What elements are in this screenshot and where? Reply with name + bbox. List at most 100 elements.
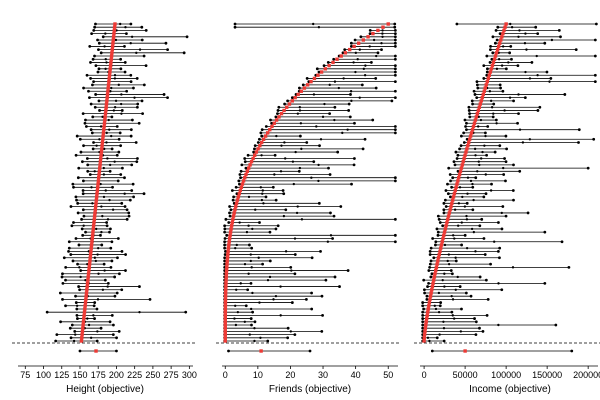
row-left-point	[464, 125, 467, 128]
row-right-point	[498, 144, 502, 148]
x-tick-label: 50	[383, 370, 393, 380]
row-mid-point	[104, 67, 107, 71]
summary-right-point	[570, 349, 574, 353]
row-marker	[110, 44, 115, 49]
row-marker	[85, 288, 89, 292]
row-right-point	[557, 29, 561, 32]
row-left-point	[456, 153, 460, 157]
row-right-point	[123, 45, 126, 48]
row-mid-point	[298, 106, 302, 109]
row-mid-point	[508, 96, 512, 99]
row-right-point	[110, 259, 114, 263]
row-marker	[93, 208, 98, 212]
row-left-point	[442, 211, 446, 215]
row-marker	[228, 230, 233, 234]
row-left-point	[462, 141, 466, 144]
row-mid-point	[333, 118, 336, 122]
row-right-point	[471, 185, 475, 189]
row-right-point	[492, 102, 496, 106]
row-left-point	[61, 272, 64, 276]
row-right-point	[393, 38, 397, 42]
row-marker	[251, 156, 255, 161]
row-right-point	[536, 32, 540, 36]
row-right-point	[129, 73, 133, 77]
row-marker	[232, 211, 236, 215]
row-marker	[441, 236, 445, 241]
row-mid-point	[106, 157, 109, 160]
row-right-point	[332, 214, 336, 218]
row-right-point	[249, 281, 253, 285]
row-marker	[366, 35, 370, 39]
row-right-point	[111, 185, 114, 189]
row-right-point	[131, 182, 135, 186]
row-marker	[335, 57, 339, 61]
row-marker	[467, 137, 472, 141]
row-mid-point	[96, 246, 100, 250]
row-marker	[96, 182, 100, 186]
row-mid-point	[300, 218, 304, 221]
row-marker	[94, 198, 99, 202]
row-left-point	[59, 320, 63, 324]
row-mid-point	[349, 90, 353, 93]
row-right-point	[504, 179, 507, 183]
row-mid-point	[233, 317, 236, 320]
row-right-point	[95, 339, 99, 343]
row-marker	[444, 224, 448, 228]
row-marker	[467, 140, 471, 145]
row-marker	[316, 73, 320, 77]
row-mid-point	[253, 339, 256, 343]
row-mid-point	[358, 96, 361, 99]
row-right-point	[510, 57, 513, 61]
row-left-point	[430, 272, 434, 276]
row-left-point	[436, 233, 440, 237]
x-tick-label: 250	[145, 370, 160, 380]
row-left-point	[90, 32, 94, 36]
row-mid-point	[381, 29, 384, 32]
row-left-point	[467, 109, 471, 112]
row-right-point	[166, 48, 169, 52]
row-left-point	[368, 32, 372, 36]
row-left-point	[72, 185, 75, 189]
row-right-point	[144, 64, 148, 68]
row-mid-point	[104, 189, 107, 192]
row-marker	[99, 150, 104, 154]
row-marker	[229, 224, 234, 228]
row-right-point	[593, 73, 597, 77]
row-right-point	[393, 233, 397, 237]
row-left-point	[54, 339, 58, 343]
row-mid-point	[253, 326, 256, 330]
row-left-point	[276, 112, 279, 116]
row-right-point	[110, 115, 114, 119]
row-left-point	[495, 38, 499, 42]
row-marker	[112, 28, 117, 33]
row-marker	[223, 320, 227, 324]
row-right-point	[329, 211, 332, 215]
row-right-point	[497, 221, 500, 224]
x-tick-label: 175	[91, 370, 106, 380]
row-marker	[230, 220, 234, 225]
row-mid-point	[100, 230, 103, 234]
row-mid-point	[317, 26, 321, 29]
row-marker	[223, 313, 228, 318]
row-mid-point	[434, 307, 438, 311]
row-mid-point	[346, 128, 349, 131]
row-marker	[469, 131, 474, 135]
row-left-point	[90, 131, 94, 135]
row-mid-point	[453, 208, 457, 211]
row-mid-point	[492, 112, 495, 115]
row-left-point	[81, 208, 85, 212]
row-marker	[88, 256, 92, 260]
row-marker	[343, 51, 348, 55]
row-left-point	[83, 121, 87, 125]
row-right-point	[286, 336, 290, 340]
row-right-point	[393, 125, 397, 128]
row-mid-point	[249, 259, 252, 263]
row-marker	[455, 182, 459, 186]
row-marker	[103, 111, 108, 116]
row-mid-point	[93, 170, 96, 173]
row-mid-point	[113, 74, 117, 77]
row-mid-point	[310, 176, 313, 179]
row-mid-point	[120, 112, 123, 115]
row-mid-point	[96, 330, 99, 333]
row-mid-point	[110, 134, 113, 138]
